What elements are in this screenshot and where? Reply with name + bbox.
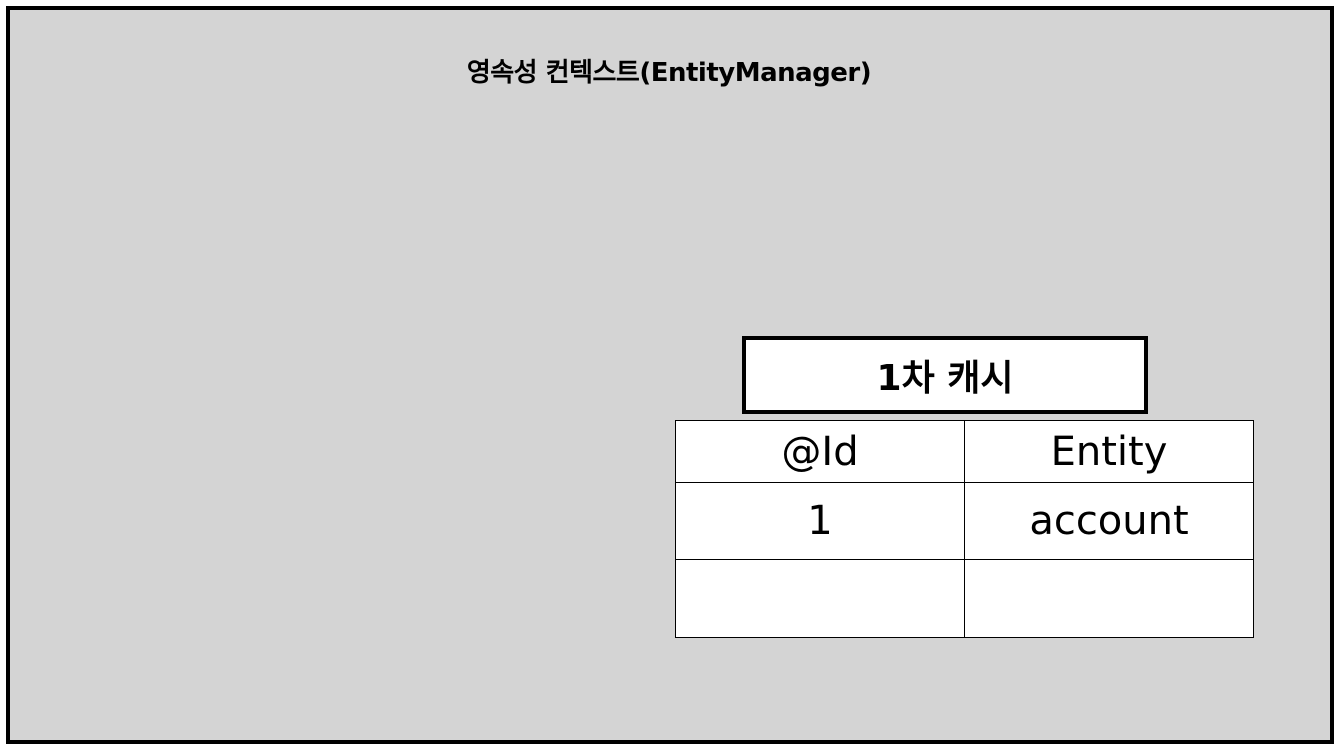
column-header-id: @Id (675, 419, 965, 484)
first-level-cache-label: 1차 캐시 (876, 358, 1014, 399)
id-cell: 1 (675, 482, 965, 560)
first-level-cache-label-box: 1차 캐시 (742, 336, 1148, 414)
id-cell (675, 558, 965, 639)
persistence-context-title: 영속성 컨텍스트(EntityManager) (466, 58, 872, 88)
table-header-row: @Id Entity (675, 419, 1254, 484)
table-row (675, 558, 1254, 639)
table-row: 1 account (675, 482, 1254, 560)
column-header-entity: Entity (964, 419, 1254, 484)
first-level-cache-table: @Id Entity 1 account (675, 419, 1254, 639)
entity-cell: account (964, 482, 1254, 560)
entity-cell (964, 558, 1254, 639)
